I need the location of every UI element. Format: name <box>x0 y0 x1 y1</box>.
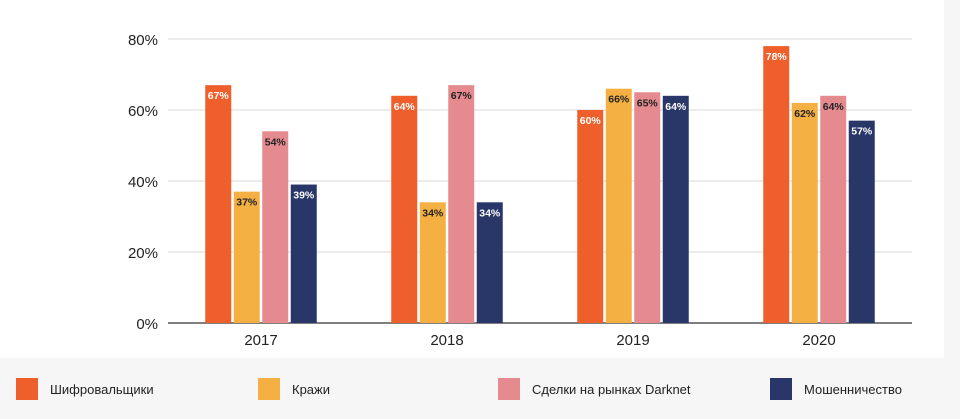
bar-fraud <box>290 184 317 323</box>
y-tick-label: 80% <box>128 32 158 49</box>
data-label: 65% <box>637 97 659 109</box>
legend-item-darknet: Сделки на рынках Darknet <box>498 378 691 400</box>
legend-item-theft: Кражи <box>258 378 330 400</box>
data-label: 67% <box>451 90 473 102</box>
legend-swatch-fraud <box>770 378 792 400</box>
data-label: 67% <box>208 90 230 102</box>
bar-ransomware <box>577 110 604 323</box>
bar-fraud <box>662 95 689 323</box>
data-label: 64% <box>823 101 845 113</box>
legend-label-theft: Кражи <box>292 381 330 397</box>
bar-darknet <box>262 131 289 323</box>
data-label: 60% <box>580 115 602 127</box>
x-tick-label: 2019 <box>616 332 649 349</box>
bar-theft <box>233 191 260 323</box>
legend-label-darknet: Сделки на рынках Darknet <box>532 381 691 397</box>
bar-chart: 0% 20% 40% 60% 80% 2017 67% 37% 54% 39% 2018 64% 34%… <box>128 32 912 349</box>
y-tick-label: 20% <box>128 245 158 262</box>
legend-label-fraud: Мошенничество <box>804 381 902 397</box>
x-tick-label: 2017 <box>244 332 277 349</box>
legend-item-fraud: Мошенничество <box>770 378 902 400</box>
legend-swatch-ransomware <box>16 378 38 400</box>
bar-darknet <box>820 95 847 323</box>
data-label: 64% <box>394 101 416 113</box>
data-label: 64% <box>665 101 687 113</box>
data-label: 37% <box>236 197 258 209</box>
bar-fraud <box>476 202 503 323</box>
legend-item-ransomware: Шифровальщики <box>16 378 154 400</box>
bar-theft <box>419 202 446 323</box>
chart-legend: Шифровальщики Кражи Сделки на рынках Dar… <box>0 358 960 419</box>
y-tick-label: 0% <box>136 316 158 333</box>
data-label: 62% <box>794 108 816 120</box>
data-label: 78% <box>766 51 788 63</box>
y-tick-label: 40% <box>128 174 158 191</box>
y-tick-label: 60% <box>128 103 158 120</box>
data-label: 34% <box>422 207 444 219</box>
data-label: 57% <box>851 126 873 138</box>
bar-ransomware <box>763 46 790 323</box>
legend-label-ransomware: Шифровальщики <box>50 381 154 397</box>
bar-theft <box>791 102 818 324</box>
x-tick-label: 2020 <box>802 332 835 349</box>
bar-theft <box>605 88 632 323</box>
data-label: 54% <box>265 136 287 148</box>
legend-swatch-darknet <box>498 378 520 400</box>
bar-ransomware <box>391 95 418 323</box>
bar-fraud <box>848 120 875 324</box>
data-label: 39% <box>293 190 315 202</box>
bar-ransomware <box>205 85 232 324</box>
bar-darknet <box>634 92 661 323</box>
legend-swatch-theft <box>258 378 280 400</box>
chart-panel: 0% 20% 40% 60% 80% 2017 67% 37% 54% 39% 2018 64% 34%… <box>127 32 912 349</box>
x-tick-label: 2018 <box>430 332 463 349</box>
bar-darknet <box>448 85 475 324</box>
data-label: 66% <box>608 94 630 106</box>
data-label: 34% <box>479 207 501 219</box>
